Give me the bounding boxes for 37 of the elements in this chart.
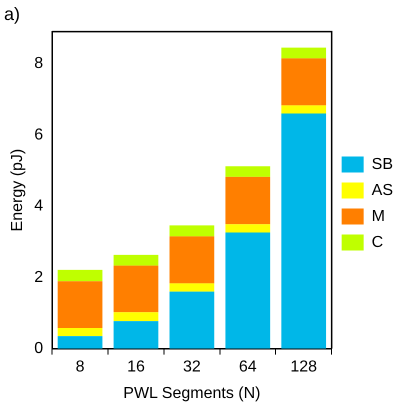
y-tick-label: 6 [34, 126, 44, 144]
bar [170, 225, 214, 236]
bar [58, 281, 102, 328]
legend-label: AS [372, 182, 393, 199]
x-tick-label: 64 [238, 358, 257, 376]
bar [170, 292, 214, 349]
bar [281, 114, 326, 349]
y-tick-label: 4 [34, 198, 44, 215]
bar [58, 270, 102, 282]
bar [170, 283, 214, 292]
x-tick-label: 8 [76, 358, 85, 376]
bar [281, 58, 326, 106]
x-axis-title: PWL Segments (N) [123, 384, 260, 402]
y-tick-label: 2 [34, 268, 44, 286]
bar [114, 266, 158, 312]
bar [225, 232, 270, 349]
chart-title: a) [4, 4, 20, 24]
y-axis-title: Energy (pJ) [9, 148, 26, 232]
x-tick-label: 128 [290, 358, 318, 376]
bar [114, 312, 158, 322]
bar [225, 166, 270, 177]
legend-label: M [372, 208, 385, 225]
legend-label: SB [372, 156, 393, 173]
y-tick-label: 8 [34, 55, 44, 72]
bar [58, 336, 102, 349]
bar [114, 321, 158, 349]
bar [225, 224, 270, 232]
bar [114, 254, 158, 266]
bar [225, 176, 270, 224]
bar [281, 48, 326, 58]
x-tick-label: 32 [182, 358, 201, 376]
bar [58, 328, 102, 336]
bar [281, 105, 326, 114]
bar [170, 236, 214, 284]
y-tick-label: 0 [34, 340, 44, 358]
legend-label: C [372, 234, 384, 251]
x-tick-label: 16 [127, 358, 145, 376]
